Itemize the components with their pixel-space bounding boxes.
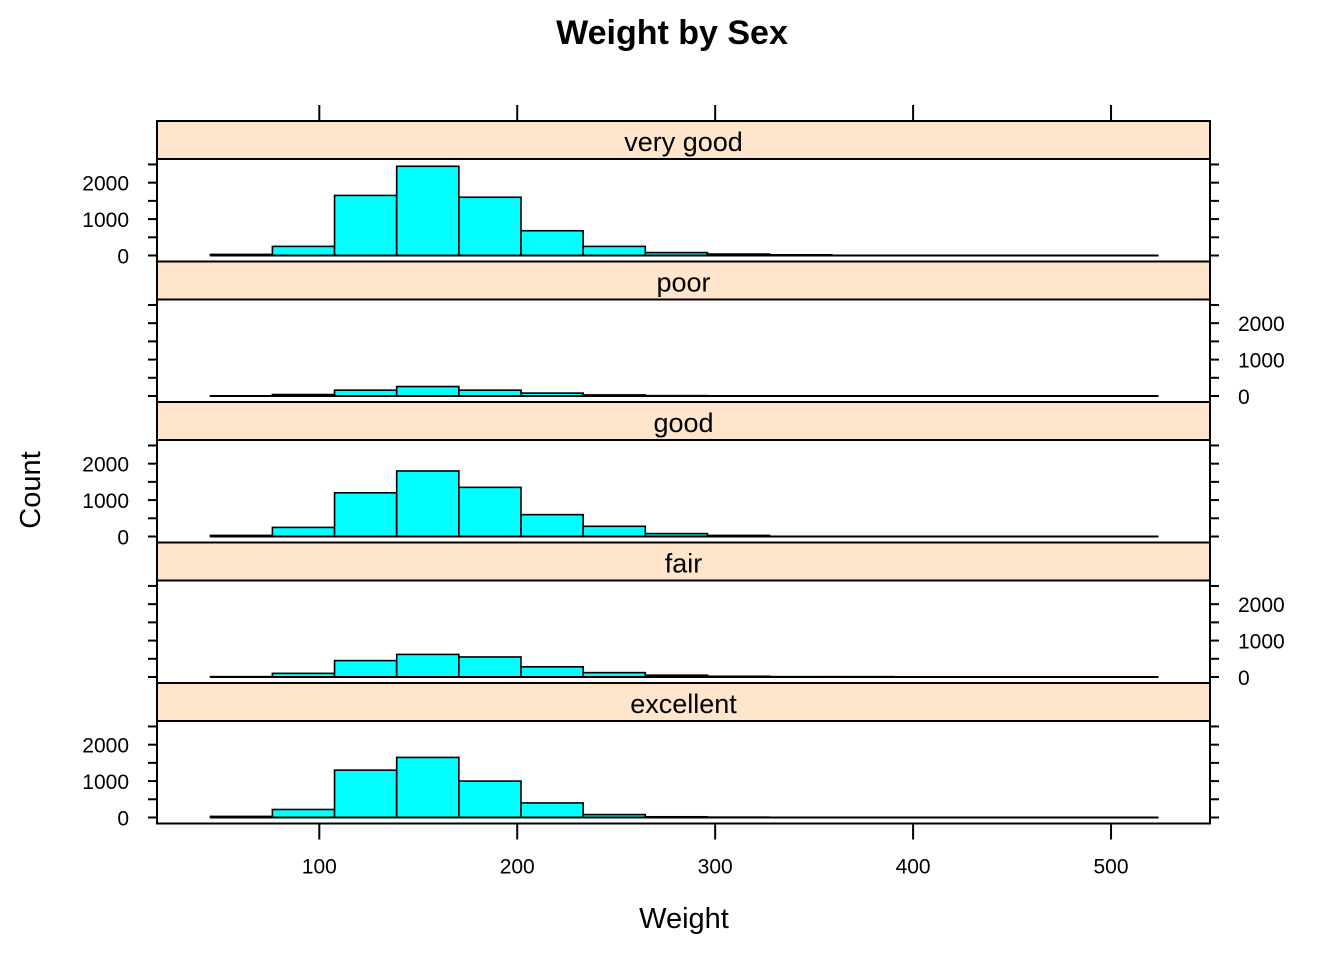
histogram-bar [582, 245, 647, 257]
y-tick-label: 0 [117, 527, 129, 550]
strip-label: good [653, 408, 713, 438]
y-tick-label: 1000 [1238, 350, 1285, 373]
strip-label: very good [624, 127, 743, 157]
strip-background [156, 541, 1211, 582]
y-tick-label: 0 [117, 246, 129, 269]
x-tick-label: 100 [302, 856, 337, 879]
histogram-bar [395, 470, 460, 538]
y-tick-label: 1000 [82, 209, 129, 232]
y-tick-label: 0 [117, 808, 129, 831]
histogram-bar [458, 196, 522, 257]
histogram-bar [520, 229, 584, 257]
histogram-bar [582, 525, 647, 538]
histogram-bar [333, 659, 398, 678]
panel-frame [156, 720, 1211, 825]
y-tick-label: 2000 [1238, 313, 1285, 336]
histogram-bar [458, 780, 522, 819]
x-tick-label: 400 [896, 856, 931, 879]
histogram-bar [458, 656, 522, 678]
histogram-bar [271, 245, 336, 257]
chart-title: Weight by Sex [556, 14, 788, 52]
histogram-bar [395, 756, 460, 819]
panel-excellent: excellent 0 1000 2000 [82, 682, 1219, 831]
y-tick-label: 0 [1238, 386, 1250, 409]
y-tick-label: 0 [1238, 667, 1250, 690]
strip-background [156, 260, 1211, 301]
panel-poor: poor 0 1000 2000 [148, 260, 1285, 409]
y-axis-title: Count [15, 451, 47, 528]
y-tick-label: 2000 [82, 735, 129, 758]
y-tick-label: 2000 [1238, 594, 1285, 617]
histogram-bar [333, 492, 398, 538]
panel-very-good: very good 0 1000 2000 [82, 120, 1219, 269]
histogram-bar [395, 653, 460, 678]
strip-label: fair [665, 549, 703, 579]
y-tick-label: 1000 [1238, 631, 1285, 654]
strip-label: excellent [630, 689, 737, 719]
histogram-bar [520, 666, 584, 678]
histogram-bar [520, 802, 584, 819]
strip-background [156, 401, 1211, 441]
strip-background [156, 120, 1211, 160]
x-tick-label: 300 [698, 856, 733, 879]
histogram-bar [395, 385, 460, 397]
y-tick-label: 1000 [82, 771, 129, 794]
panel-good: good 0 1000 2000 [82, 401, 1219, 550]
x-axis-title: Weight [639, 903, 729, 935]
strip-background [156, 682, 1211, 722]
x-tick-label: 500 [1094, 856, 1129, 879]
panel-frame [156, 579, 1211, 684]
strip-label: poor [656, 268, 710, 298]
panels-group: very good010002000poor010002000good01000… [82, 105, 1285, 879]
histogram-bar [395, 165, 460, 257]
histogram-bar [271, 808, 336, 819]
y-tick-label: 1000 [82, 490, 129, 513]
x-tick-label: 200 [500, 856, 535, 879]
histogram-bar [520, 513, 584, 538]
histogram-bar [333, 194, 398, 257]
panel-fair: fair 0 1000 2000 [148, 541, 1285, 690]
panel-frame [156, 298, 1211, 403]
histogram-bar [271, 526, 336, 538]
histogram-bar [333, 769, 398, 819]
y-tick-label: 2000 [82, 454, 129, 477]
histogram-bar [458, 486, 522, 538]
y-tick-label: 2000 [82, 173, 129, 196]
